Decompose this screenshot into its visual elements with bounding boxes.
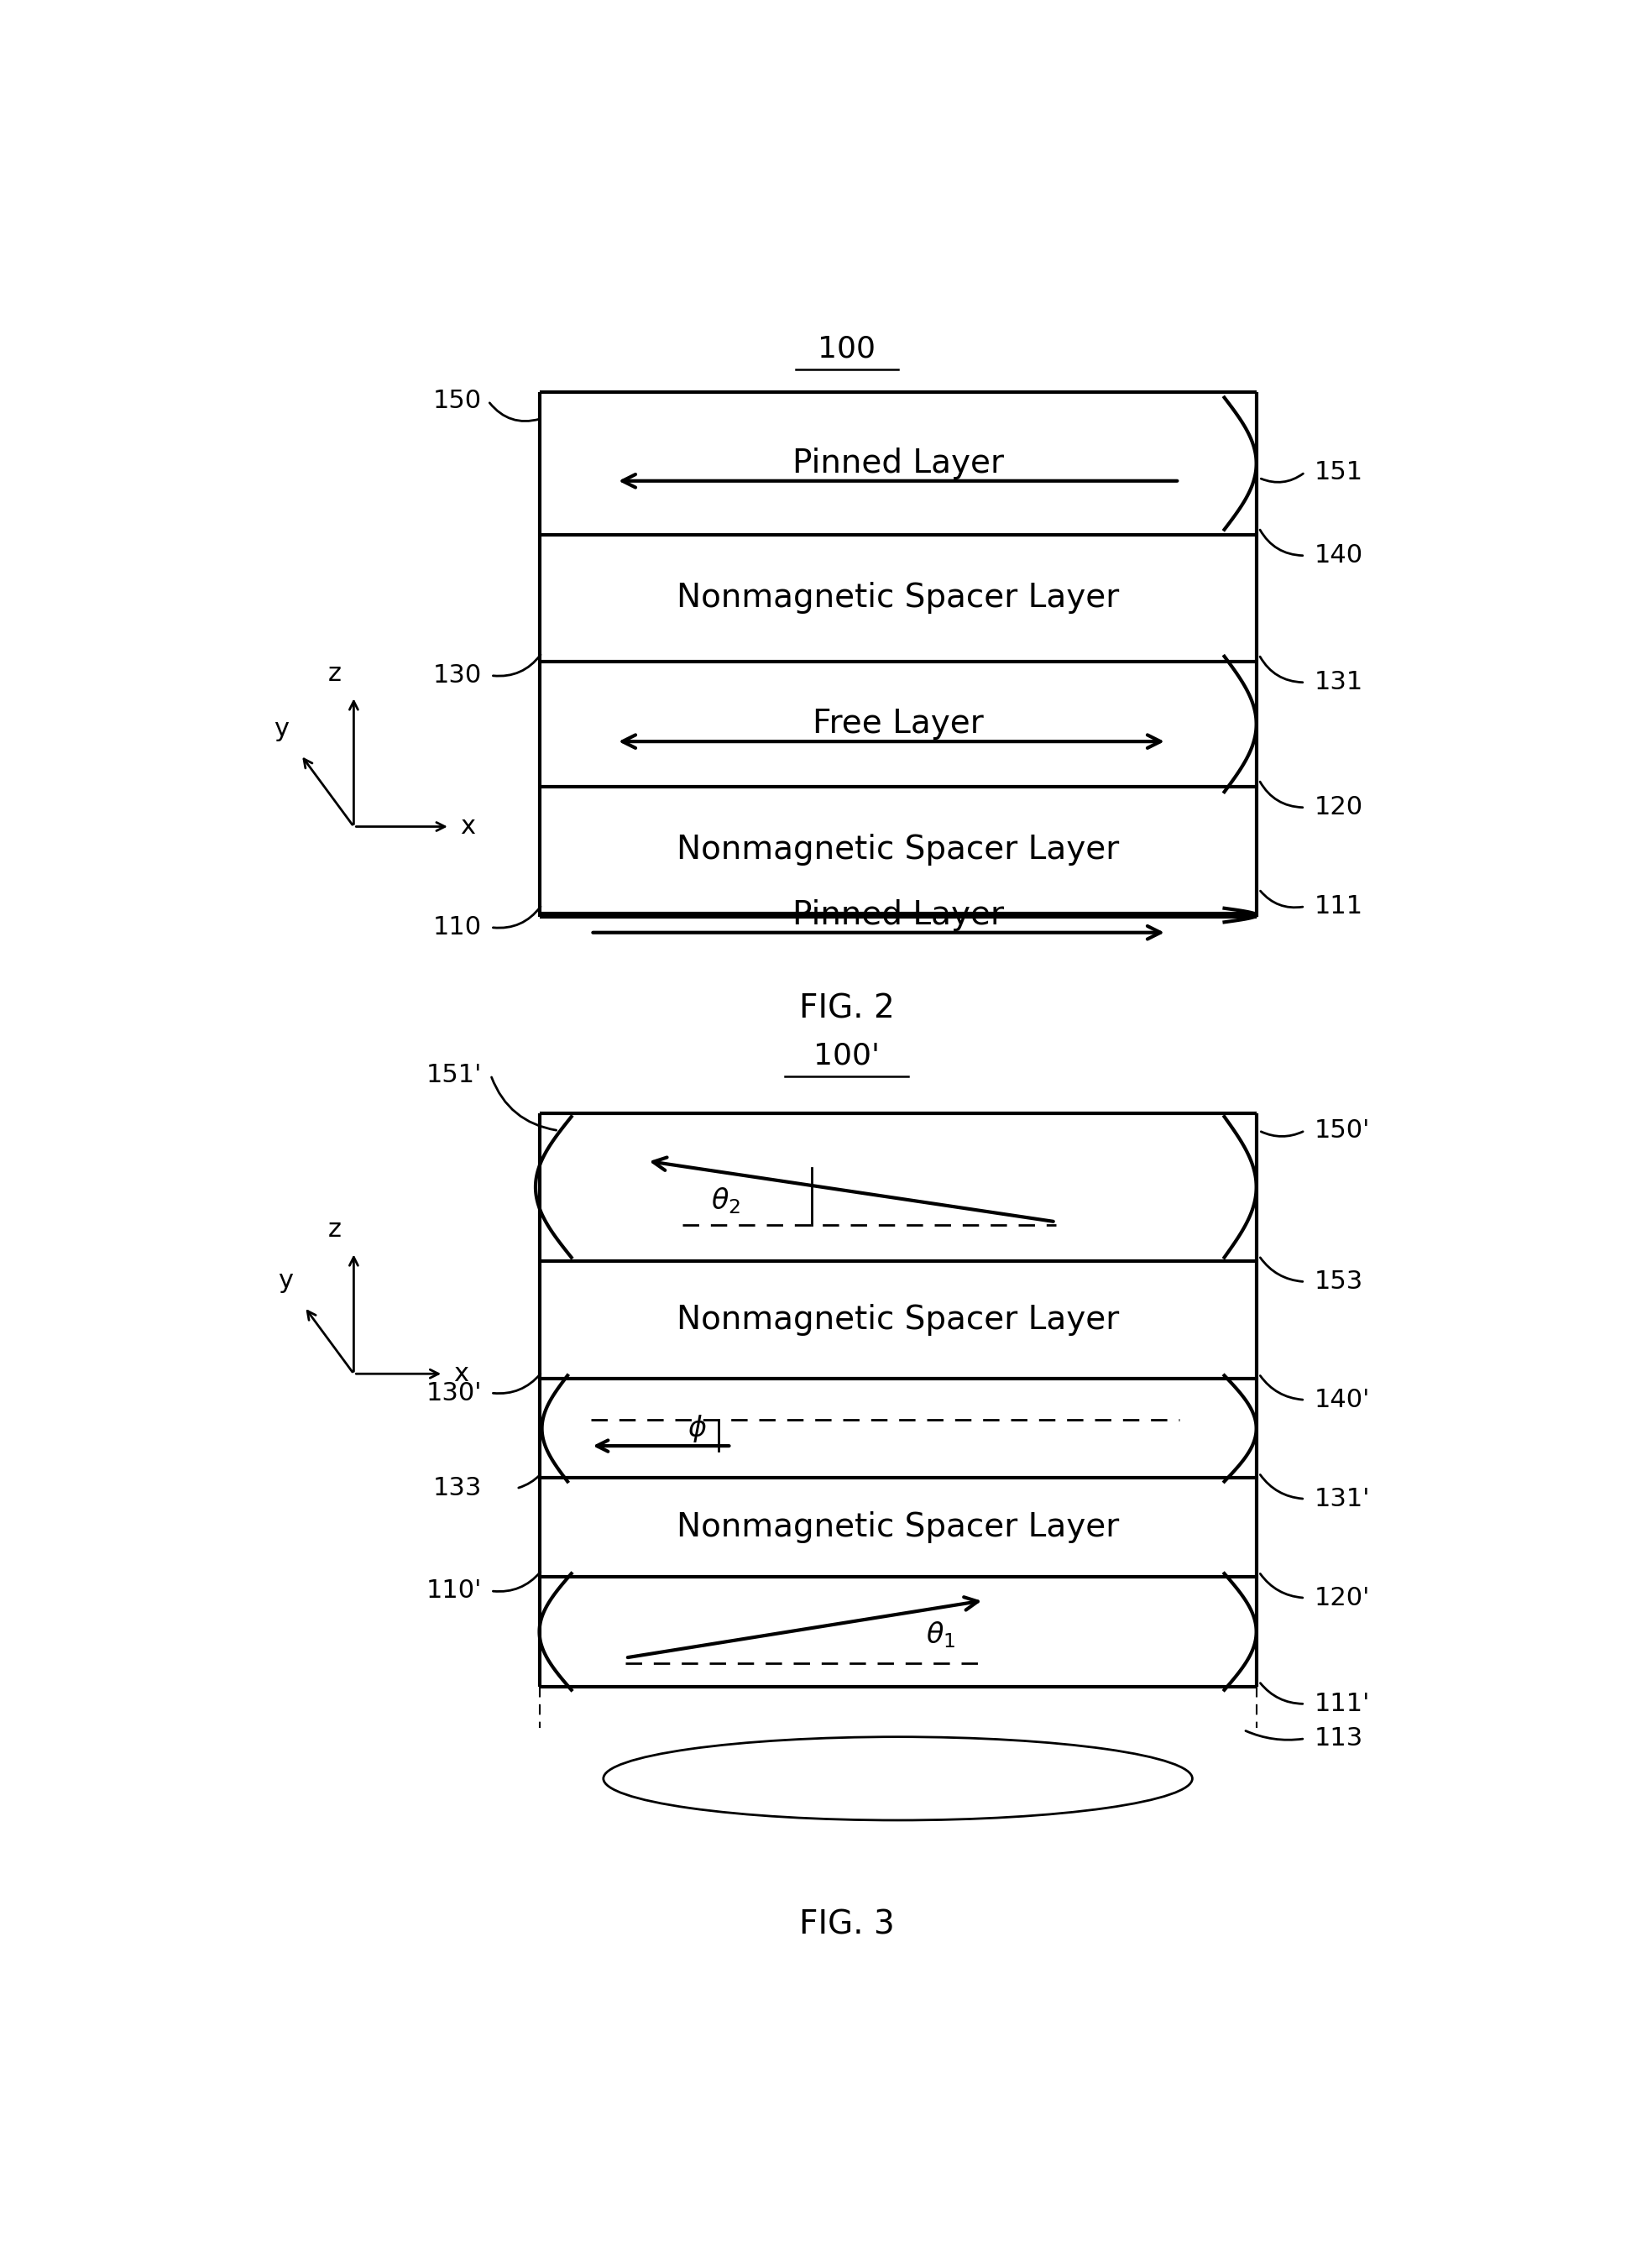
Text: 110: 110 bbox=[433, 916, 482, 938]
Text: 131: 131 bbox=[1313, 670, 1363, 695]
Text: z: z bbox=[327, 661, 342, 686]
FancyArrowPatch shape bbox=[1260, 891, 1303, 907]
Text: Free Layer: Free Layer bbox=[813, 708, 983, 740]
FancyArrowPatch shape bbox=[1260, 1376, 1303, 1399]
FancyArrowPatch shape bbox=[519, 1475, 540, 1487]
Text: $\phi$: $\phi$ bbox=[687, 1412, 707, 1444]
FancyArrowPatch shape bbox=[492, 907, 540, 927]
FancyArrowPatch shape bbox=[1260, 474, 1303, 483]
Text: y: y bbox=[278, 1268, 292, 1293]
Text: Nonmagnetic Spacer Layer: Nonmagnetic Spacer Layer bbox=[677, 582, 1118, 614]
FancyArrowPatch shape bbox=[492, 1572, 540, 1590]
Text: FIG. 3: FIG. 3 bbox=[800, 1909, 894, 1940]
Text: 150: 150 bbox=[433, 388, 482, 413]
FancyArrowPatch shape bbox=[1246, 1730, 1303, 1739]
Text: Nonmagnetic Spacer Layer: Nonmagnetic Spacer Layer bbox=[677, 1512, 1118, 1543]
FancyArrowPatch shape bbox=[492, 1374, 540, 1394]
Text: 140: 140 bbox=[1313, 544, 1363, 569]
Text: 151': 151' bbox=[426, 1063, 482, 1087]
FancyArrowPatch shape bbox=[1260, 656, 1303, 681]
Text: z: z bbox=[327, 1218, 342, 1241]
Text: x: x bbox=[454, 1363, 469, 1385]
Text: $\theta_1$: $\theta_1$ bbox=[927, 1620, 955, 1649]
FancyArrowPatch shape bbox=[1260, 1475, 1303, 1498]
Text: $\theta_2$: $\theta_2$ bbox=[710, 1187, 740, 1216]
Text: FIG. 2: FIG. 2 bbox=[800, 993, 894, 1024]
FancyArrowPatch shape bbox=[1260, 1575, 1303, 1597]
Text: 110': 110' bbox=[426, 1579, 482, 1604]
Text: 131': 131' bbox=[1313, 1487, 1370, 1512]
Text: 120': 120' bbox=[1313, 1586, 1370, 1611]
FancyArrowPatch shape bbox=[1260, 1683, 1303, 1703]
FancyArrowPatch shape bbox=[1260, 783, 1303, 808]
Text: 100': 100' bbox=[813, 1042, 881, 1069]
Text: 140': 140' bbox=[1313, 1387, 1370, 1412]
FancyArrowPatch shape bbox=[1260, 1133, 1303, 1137]
Text: Nonmagnetic Spacer Layer: Nonmagnetic Spacer Layer bbox=[677, 1304, 1118, 1336]
FancyArrowPatch shape bbox=[489, 404, 540, 422]
Text: y: y bbox=[274, 717, 289, 740]
FancyArrowPatch shape bbox=[492, 654, 540, 677]
FancyArrowPatch shape bbox=[492, 1076, 557, 1130]
Text: 130: 130 bbox=[433, 663, 482, 688]
Text: 111': 111' bbox=[1313, 1692, 1370, 1717]
Text: Nonmagnetic Spacer Layer: Nonmagnetic Spacer Layer bbox=[677, 835, 1118, 866]
Text: 100: 100 bbox=[818, 334, 876, 363]
Text: 153: 153 bbox=[1313, 1270, 1363, 1295]
Text: 151: 151 bbox=[1313, 460, 1363, 485]
Text: 133: 133 bbox=[433, 1475, 482, 1500]
Text: 130': 130' bbox=[426, 1381, 482, 1405]
FancyArrowPatch shape bbox=[1260, 530, 1303, 555]
Text: 111: 111 bbox=[1313, 893, 1363, 918]
FancyArrowPatch shape bbox=[1260, 1257, 1303, 1281]
Text: 113: 113 bbox=[1313, 1726, 1363, 1751]
Text: x: x bbox=[459, 814, 476, 839]
Text: Pinned Layer: Pinned Layer bbox=[791, 447, 1004, 481]
Text: 150': 150' bbox=[1313, 1119, 1370, 1144]
Text: 120: 120 bbox=[1313, 796, 1363, 819]
Text: Pinned Layer: Pinned Layer bbox=[791, 900, 1004, 932]
